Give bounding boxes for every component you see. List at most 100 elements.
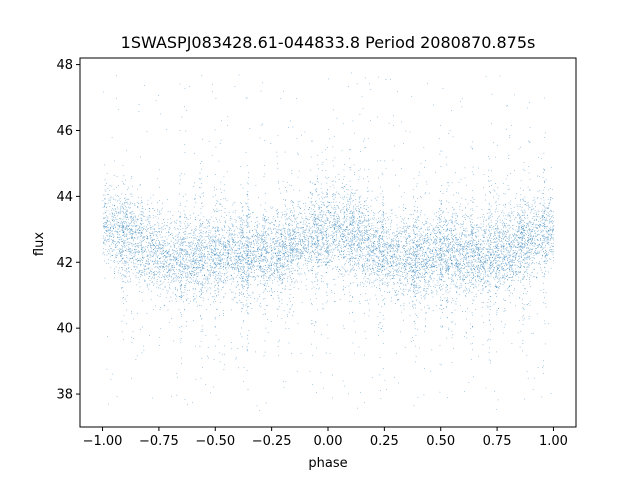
data-point [421,246,422,248]
data-point [367,197,369,199]
data-point [438,248,440,249]
data-point [507,260,508,262]
data-point [484,261,486,263]
data-point [183,269,185,270]
data-point [410,263,412,265]
data-point [179,276,181,277]
data-point [236,302,238,303]
data-point [171,267,173,269]
data-point [316,246,318,248]
data-point [523,225,525,227]
data-point [265,250,267,251]
data-point [440,272,441,274]
data-point [297,256,299,258]
data-point [206,262,208,264]
data-point [333,213,335,214]
data-point [516,271,518,272]
data-point [543,97,545,99]
data-point [392,288,394,289]
data-point [368,211,370,212]
data-point [451,321,452,323]
data-point [345,237,346,239]
data-point [379,322,381,323]
data-point [119,267,121,269]
data-point [129,275,130,277]
data-point [428,308,430,310]
data-point [277,291,278,293]
data-point [436,290,437,292]
data-point [519,204,521,205]
data-point [325,220,327,222]
data-point [536,233,538,235]
data-point [147,238,149,240]
data-point [499,237,501,238]
data-point [247,389,249,390]
data-point [529,239,531,240]
data-point [254,254,256,256]
data-point [375,227,377,229]
data-point [343,230,345,232]
data-point [508,261,510,262]
data-point [204,259,206,261]
data-point [240,259,241,260]
data-point [373,236,375,237]
data-point [454,221,456,223]
data-point [107,227,108,229]
data-point [172,237,174,238]
data-point [287,249,288,251]
data-point [283,241,284,243]
data-point [292,238,293,240]
data-point [435,172,436,173]
data-point [116,218,118,220]
data-point [252,241,254,243]
data-point [270,265,272,266]
data-point [288,258,289,260]
data-point [138,272,140,273]
data-point [537,235,539,237]
data-point [334,223,336,225]
data-point [179,225,181,227]
data-point [309,253,310,255]
data-point [200,232,202,234]
data-point [185,300,187,301]
data-point [157,263,159,265]
data-point [156,266,158,268]
data-point [103,248,104,249]
data-point [477,255,479,256]
data-point [451,207,453,208]
data-point [124,197,126,199]
data-point [466,230,468,232]
data-point [309,260,311,262]
data-point [261,261,263,262]
data-point [249,230,251,231]
data-point [252,230,253,232]
data-point [440,263,442,265]
data-point [367,229,369,231]
data-point [276,267,278,268]
data-point [418,277,419,279]
data-point [122,230,123,232]
data-point [517,261,519,263]
data-point [378,324,380,326]
data-point [406,277,407,279]
data-point [162,236,163,238]
data-point [109,245,111,247]
data-point [469,234,471,236]
data-point [258,242,259,244]
data-point [465,265,467,267]
data-point [216,295,217,296]
data-point [488,248,490,250]
data-point [212,258,214,260]
data-point [124,242,126,244]
data-point [339,224,341,226]
data-point [340,235,341,237]
data-point [545,252,546,254]
data-point [439,150,441,152]
data-point [179,205,181,206]
data-point [521,246,522,247]
data-point [264,193,266,194]
data-point [453,256,454,258]
data-point [413,232,415,234]
data-point [102,241,104,243]
data-point [263,283,265,285]
